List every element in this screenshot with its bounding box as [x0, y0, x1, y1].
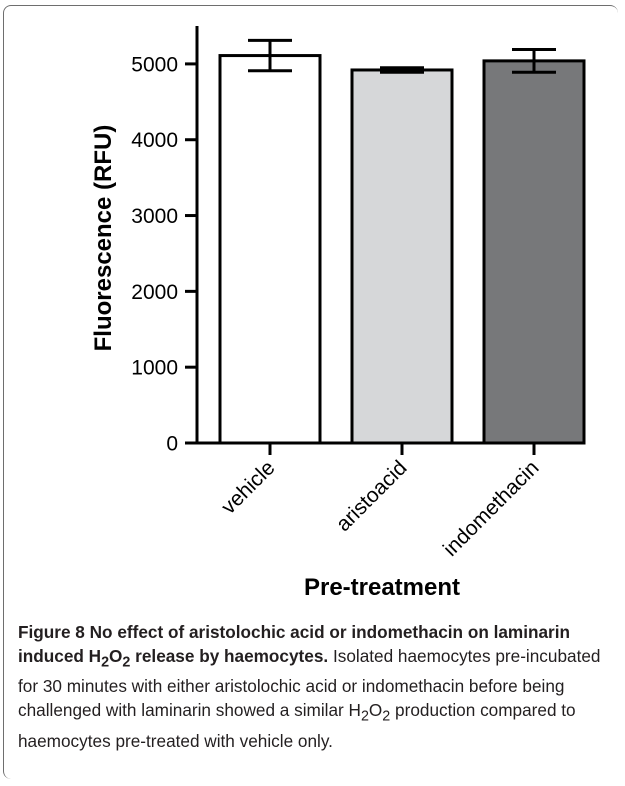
y-tick-label: 1000	[131, 357, 178, 380]
figure-caption: Figure 8 No effect of aristolochic acid …	[18, 620, 618, 753]
bar-aristoacid	[350, 68, 454, 445]
y-axis-label: Fluorescence (RFU)	[90, 125, 117, 352]
figure-title-part2: release by haemocytes.	[130, 646, 329, 666]
y-tick-label: 0	[166, 433, 178, 456]
caption-body-sub1: 2	[360, 708, 369, 725]
x-axis: vehicle aristoacid indomethacin	[195, 441, 556, 561]
caption-body-mid: O	[368, 700, 383, 721]
x-axis-label: Pre-treatment	[304, 574, 460, 601]
figure-title-part1: No effect of aristolochic acid or indome…	[18, 622, 571, 666]
caption-body-part1: Isolated haemocytes pre-incubated for 30…	[18, 646, 601, 721]
bar-indomethacin	[482, 59, 586, 445]
bars	[218, 38, 586, 445]
bar-chart: 0 1000 2000 3000 4000 5000 vehicle aristoacid i…	[90, 26, 586, 601]
caption-body-part2: production compared to haemocytes pre-tr…	[18, 700, 576, 751]
y-tick-label: 3000	[131, 205, 178, 228]
x-tick-label: indomethacin	[439, 456, 544, 561]
x-tick-label: aristoacid	[332, 456, 412, 536]
figure-label: Figure 8	[18, 622, 85, 642]
figure-frame	[3, 5, 618, 779]
x-tick-label: vehicle	[217, 456, 279, 518]
figure-title-mid: O	[109, 646, 123, 666]
y-tick-label: 4000	[131, 129, 178, 152]
bar-vehicle	[218, 54, 322, 445]
figure-title-sub2: 2	[122, 654, 131, 671]
figure-title-sub1: 2	[101, 654, 110, 671]
y-axis: 0 1000 2000 3000 4000 5000	[131, 26, 199, 456]
y-tick-label: 2000	[131, 281, 178, 304]
y-tick-label: 5000	[131, 53, 178, 76]
caption-body-sub2: 2	[382, 708, 391, 725]
